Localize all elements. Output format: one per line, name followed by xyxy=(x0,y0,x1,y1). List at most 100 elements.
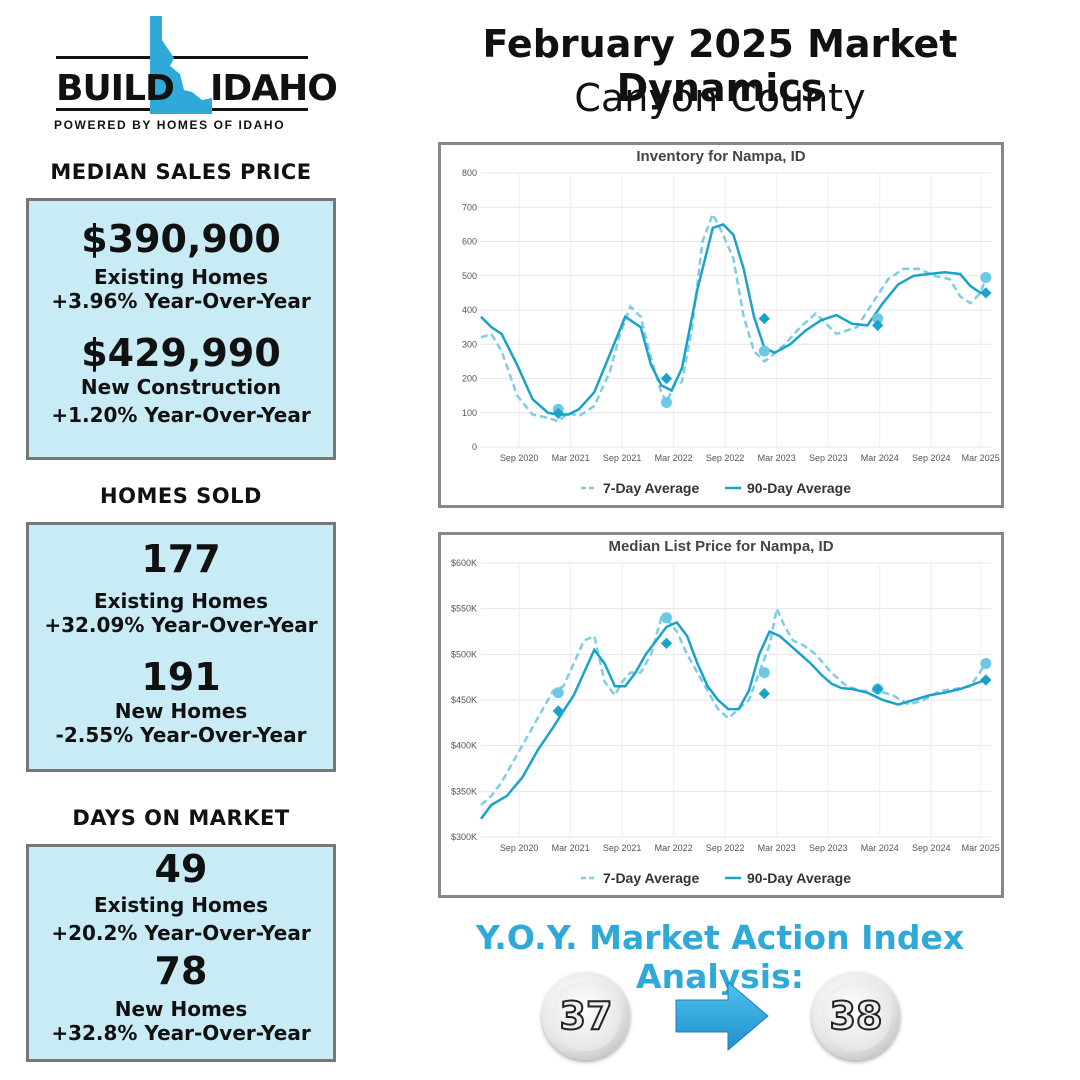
mai-current-badge: 38 xyxy=(812,972,900,1060)
y-tick-label: $550K xyxy=(451,604,477,614)
x-tick-label: Mar 2025 xyxy=(962,843,1000,853)
y-tick-label: 800 xyxy=(462,168,477,178)
x-tick-label: Sep 2021 xyxy=(603,843,642,853)
x-tick-label: Sep 2023 xyxy=(809,843,848,853)
chart-title: Median List Price for Nampa, ID xyxy=(608,538,833,555)
build-idaho-logo: BUILD IDAHO POWERED BY HOMES OF IDAHO xyxy=(52,14,338,132)
y-tick-label: 200 xyxy=(462,374,477,384)
series-7day-line xyxy=(480,604,987,806)
days-on-market-box: 49 Existing Homes +20.2% Year-Over-Year … xyxy=(26,844,336,1062)
x-tick-label: Mar 2025 xyxy=(962,453,1000,463)
marker-90day xyxy=(872,683,884,695)
x-tick-label: Sep 2021 xyxy=(603,453,642,463)
mai-previous-badge: 37 xyxy=(542,972,630,1060)
inventory-chart: Inventory for Nampa, ID 0 100 200 300 400 500 6… xyxy=(438,142,1004,508)
chart-title: Inventory for Nampa, ID xyxy=(636,148,805,165)
days-on-market-heading: DAYS ON MARKET xyxy=(72,806,290,830)
legend-7day-label: 7-Day Average xyxy=(603,480,699,496)
marker-7day xyxy=(552,687,564,699)
x-tick-label: Sep 2022 xyxy=(706,453,745,463)
new-dom-value: 78 xyxy=(154,948,208,993)
x-tick-label: Mar 2022 xyxy=(655,453,693,463)
marker-7day xyxy=(758,345,770,357)
new-dom-label: New Homes xyxy=(114,996,248,1021)
y-tick-label: 100 xyxy=(462,408,477,418)
mai-current-value: 38 xyxy=(821,981,891,1051)
new-sold-value: 191 xyxy=(141,654,221,699)
y-tick-label: $600K xyxy=(451,558,477,568)
marker-90day xyxy=(758,312,770,325)
x-tick-label: Mar 2021 xyxy=(552,843,590,853)
y-tick-label: 300 xyxy=(462,339,477,349)
y-tick-label: 500 xyxy=(462,271,477,281)
mai-previous-value: 37 xyxy=(551,981,621,1051)
x-tick-label: Mar 2021 xyxy=(552,453,590,463)
series-90day-line xyxy=(480,222,986,416)
legend-7day-label: 7-Day Average xyxy=(603,870,699,886)
market-action-title: Y.O.Y. Market Action Index Analysis: xyxy=(475,918,965,996)
inventory-chart-svg: Inventory for Nampa, ID 0 100 200 300 400 500 6… xyxy=(462,148,1000,496)
existing-price-label: Existing Homes xyxy=(93,264,269,289)
x-tick-label: Sep 2024 xyxy=(912,843,951,853)
x-tick-label: Sep 2022 xyxy=(706,843,745,853)
marker-90day xyxy=(980,287,992,299)
x-tick-label: Mar 2024 xyxy=(861,453,899,463)
x-tick-label: Mar 2022 xyxy=(655,843,693,853)
x-tick-label: Mar 2024 xyxy=(861,843,899,853)
marker-7day xyxy=(758,667,770,679)
new-price-label: New Construction xyxy=(80,374,282,399)
legend-90day-label: 90-Day Average xyxy=(747,480,851,496)
new-price-change: +1.20% Year-Over-Year xyxy=(51,402,311,427)
existing-dom-change: +20.2% Year-Over-Year xyxy=(51,920,311,945)
existing-dom-value: 49 xyxy=(154,847,208,891)
y-tick-label: 600 xyxy=(462,237,477,247)
marker-90day xyxy=(660,372,673,385)
series-90day-line xyxy=(480,620,987,820)
list-price-chart: Median List Price for Nampa, ID $300K $350… xyxy=(438,532,1004,898)
marker-7day xyxy=(980,657,992,669)
new-sold-label: New Homes xyxy=(114,698,248,723)
existing-price-value: $390,900 xyxy=(81,217,281,261)
series-7day-line xyxy=(480,210,987,423)
new-price-value: $429,990 xyxy=(81,330,281,375)
y-tick-label: 400 xyxy=(462,305,477,315)
y-tick-label: $350K xyxy=(451,786,477,796)
x-tick-label: Mar 2023 xyxy=(758,453,796,463)
right-arrow-icon xyxy=(675,980,769,1052)
y-tick-label: 0 xyxy=(472,442,477,452)
y-tick-label: $300K xyxy=(451,832,477,842)
x-tick-label: Sep 2023 xyxy=(809,453,848,463)
marker-90day xyxy=(980,674,992,686)
existing-sold-value: 177 xyxy=(141,537,221,581)
logo-idaho-text: IDAHO xyxy=(210,68,338,109)
existing-sold-change: +32.09% Year-Over-Year xyxy=(44,612,318,637)
marker-7day xyxy=(872,313,884,325)
median-sales-price-box: $390,900 Existing Homes +3.96% Year-Over… xyxy=(26,198,336,460)
y-tick-label: 700 xyxy=(462,202,477,212)
y-tick-label: $450K xyxy=(451,695,477,705)
x-tick-label: Sep 2024 xyxy=(912,453,951,463)
new-dom-change: +32.8% Year-Over-Year xyxy=(51,1020,311,1045)
x-tick-label: Sep 2020 xyxy=(500,453,539,463)
page-subtitle: Canyon County xyxy=(574,76,866,120)
marker-90day xyxy=(660,637,673,650)
page-title: February 2025 Market Dynamics xyxy=(482,22,958,110)
logo-tagline: POWERED BY HOMES OF IDAHO xyxy=(54,118,286,132)
legend-90day-label: 90-Day Average xyxy=(747,870,851,886)
y-tick-label: $500K xyxy=(451,649,477,659)
median-sales-price-heading: MEDIAN SALES PRICE xyxy=(50,160,312,184)
marker-7day xyxy=(660,612,672,624)
existing-sold-label: Existing Homes xyxy=(93,588,269,613)
marker-90day xyxy=(872,319,884,332)
marker-7day xyxy=(980,271,992,283)
x-tick-label: Mar 2023 xyxy=(758,843,796,853)
list-price-chart-svg: Median List Price for Nampa, ID $300K $350… xyxy=(451,538,1000,886)
marker-7day xyxy=(660,396,672,408)
new-sold-change: -2.55% Year-Over-Year xyxy=(55,722,307,747)
y-tick-label: $400K xyxy=(451,741,477,751)
homes-sold-box: 177 Existing Homes +32.09% Year-Over-Yea… xyxy=(26,522,336,772)
x-tick-label: Sep 2020 xyxy=(500,843,539,853)
logo-build-text: BUILD xyxy=(56,68,175,109)
homes-sold-heading: HOMES SOLD xyxy=(100,484,262,508)
marker-90day xyxy=(758,687,770,700)
